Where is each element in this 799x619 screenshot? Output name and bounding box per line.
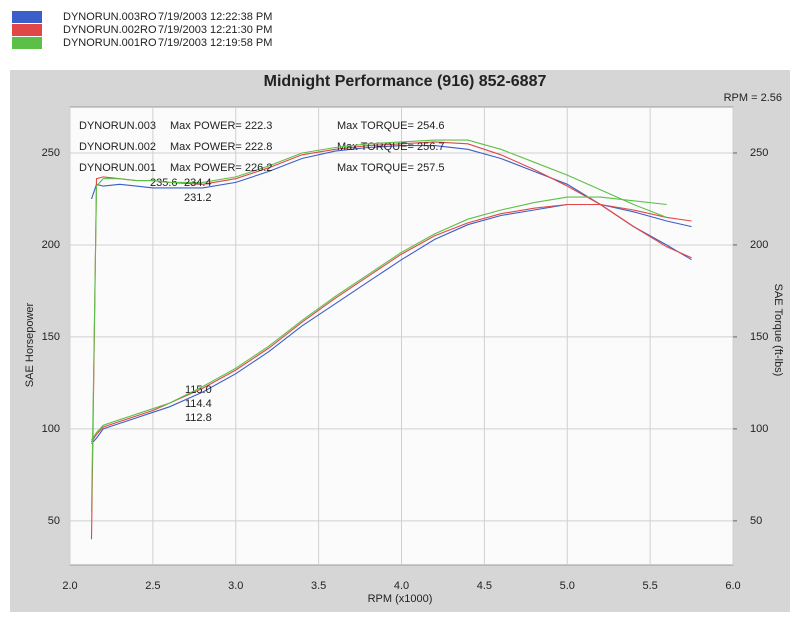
legend-file: DYNORUN.002RO <box>63 24 157 36</box>
ratio-label: RPM = 2.56 <box>724 92 782 104</box>
legend-swatch <box>12 37 42 49</box>
y-tick-label: 150 <box>42 331 60 343</box>
y2-tick-label: 250 <box>750 147 768 159</box>
legend-swatch <box>12 11 42 23</box>
max-power: Max POWER= 222.3 <box>170 120 272 132</box>
x-tick-label: 4.5 <box>477 580 492 592</box>
run-name: DYNORUN.003 <box>79 120 156 132</box>
x-axis-label: RPM (x1000) <box>368 593 433 605</box>
torque-line <box>90 139 667 512</box>
power-line <box>91 203 692 443</box>
y-axis-label: SAE Horsepower <box>24 302 36 387</box>
torque-point-label: 235.6 <box>150 177 178 189</box>
y-tick-label: 200 <box>42 239 60 251</box>
chart-title: Midnight Performance (916) 852-6887 <box>264 73 547 90</box>
x-tick-label: 2.5 <box>145 580 160 592</box>
max-power: Max POWER= 226.2 <box>170 162 272 174</box>
y-tick-label: 250 <box>42 147 60 159</box>
x-tick-label: 5.0 <box>560 580 575 592</box>
x-tick-label: 6.0 <box>725 580 740 592</box>
power-point-label: 114.4 <box>185 398 212 410</box>
max-power: Max POWER= 222.8 <box>170 141 272 153</box>
legend-date: 7/19/2003 12:21:30 PM <box>158 24 272 36</box>
y2-tick-label: 50 <box>750 515 762 527</box>
max-torque: Max TORQUE= 257.5 <box>337 162 445 174</box>
x-tick-label: 2.0 <box>62 580 77 592</box>
y2-axis-label: SAE Torque (ft-lbs) <box>772 284 784 377</box>
legend-file: DYNORUN.001RO <box>63 37 157 49</box>
legend-file: DYNORUN.003RO <box>63 11 157 23</box>
x-tick-label: 5.5 <box>642 580 657 592</box>
torque-point-label: 234.4 <box>184 177 212 189</box>
torque-point-label: 231.2 <box>184 192 212 204</box>
x-tick-label: 3.5 <box>311 580 326 592</box>
power-point-label: 112.8 <box>185 412 212 424</box>
max-torque: Max TORQUE= 254.6 <box>337 120 445 132</box>
y-tick-label: 100 <box>42 423 60 435</box>
run-name: DYNORUN.001 <box>79 162 156 174</box>
y-tick-label: 50 <box>48 515 60 527</box>
x-tick-label: 4.0 <box>394 580 409 592</box>
power-point-label: 115.0 <box>185 384 212 396</box>
legend-swatch <box>12 24 42 36</box>
y2-tick-label: 150 <box>750 331 768 343</box>
legend-date: 7/19/2003 12:19:58 PM <box>158 37 272 49</box>
y2-tick-label: 100 <box>750 423 768 435</box>
torque-line <box>90 145 692 261</box>
run-name: DYNORUN.002 <box>79 141 156 153</box>
legend-date: 7/19/2003 12:22:38 PM <box>158 11 272 23</box>
x-tick-label: 3.0 <box>228 580 243 592</box>
y2-tick-label: 200 <box>750 239 768 251</box>
power-line <box>91 196 667 441</box>
